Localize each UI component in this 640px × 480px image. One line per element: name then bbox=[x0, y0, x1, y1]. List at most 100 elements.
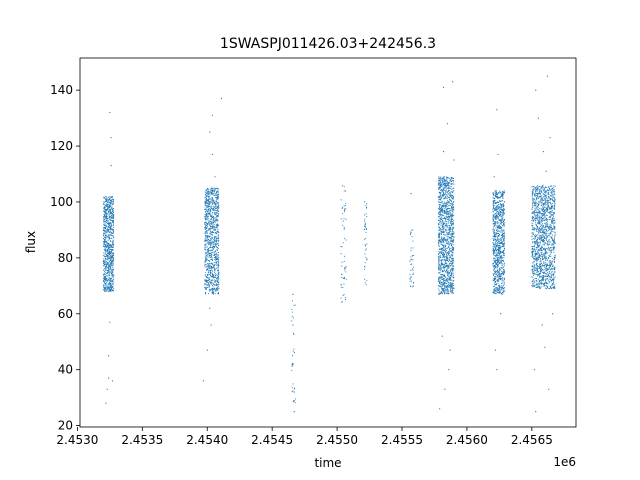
data-point bbox=[502, 190, 504, 193]
data-point bbox=[108, 264, 110, 266]
data-point bbox=[107, 234, 109, 236]
data-point bbox=[410, 256, 412, 258]
data-point bbox=[543, 212, 545, 214]
data-point bbox=[494, 289, 496, 291]
data-point bbox=[494, 240, 496, 242]
data-point-outlier bbox=[500, 313, 502, 315]
data-point-outlier bbox=[220, 97, 223, 100]
data-point bbox=[113, 290, 115, 292]
data-point bbox=[212, 263, 214, 265]
data-point bbox=[110, 255, 112, 257]
data-point bbox=[215, 262, 217, 264]
data-point bbox=[410, 280, 412, 282]
data-point bbox=[110, 264, 112, 266]
data-point bbox=[103, 197, 105, 199]
data-point bbox=[212, 201, 214, 203]
data-point bbox=[217, 292, 219, 295]
data-point bbox=[438, 244, 440, 246]
data-point bbox=[291, 315, 293, 317]
data-point bbox=[501, 292, 503, 294]
data-point bbox=[107, 266, 109, 268]
data-point bbox=[103, 282, 106, 284]
data-point bbox=[112, 275, 114, 277]
data-point bbox=[500, 193, 502, 195]
data-point bbox=[345, 208, 347, 210]
data-point bbox=[206, 196, 208, 198]
data-point bbox=[438, 204, 440, 206]
data-point bbox=[443, 237, 445, 239]
data-point bbox=[412, 266, 415, 268]
data-point bbox=[205, 225, 207, 227]
data-point bbox=[446, 232, 448, 234]
data-point bbox=[545, 283, 548, 285]
data-point bbox=[443, 242, 445, 244]
data-point bbox=[502, 204, 504, 206]
data-point bbox=[493, 208, 495, 210]
data-point bbox=[208, 252, 211, 254]
data-point bbox=[217, 196, 219, 198]
data-point bbox=[495, 221, 497, 223]
data-point bbox=[453, 247, 455, 249]
data-point bbox=[441, 244, 443, 246]
data-point bbox=[340, 276, 343, 278]
data-point bbox=[495, 213, 497, 215]
data-point bbox=[105, 224, 107, 226]
data-point bbox=[111, 244, 113, 246]
data-point bbox=[449, 220, 451, 222]
data-point bbox=[207, 202, 209, 204]
data-point bbox=[450, 205, 453, 208]
data-point bbox=[448, 264, 450, 266]
data-point bbox=[448, 205, 450, 207]
data-point bbox=[492, 202, 494, 204]
data-point bbox=[108, 265, 110, 267]
data-point bbox=[112, 215, 114, 217]
data-point bbox=[445, 228, 447, 230]
data-point bbox=[213, 191, 216, 193]
data-point bbox=[498, 270, 500, 272]
data-point bbox=[344, 268, 346, 270]
data-point bbox=[496, 208, 498, 210]
data-point bbox=[496, 205, 498, 208]
data-point bbox=[493, 285, 495, 287]
data-point bbox=[204, 262, 206, 264]
data-point bbox=[441, 279, 443, 281]
data-point bbox=[439, 259, 441, 261]
data-point bbox=[537, 275, 539, 277]
data-point bbox=[500, 278, 502, 280]
data-point bbox=[446, 255, 448, 257]
data-point bbox=[495, 190, 497, 192]
data-point bbox=[532, 192, 534, 194]
data-point bbox=[107, 267, 109, 269]
data-point bbox=[112, 200, 114, 203]
data-point bbox=[103, 242, 105, 244]
data-point bbox=[103, 267, 105, 269]
data-point bbox=[494, 218, 496, 220]
data-point bbox=[107, 287, 109, 289]
data-point bbox=[551, 195, 553, 197]
data-point bbox=[439, 279, 441, 281]
data-point bbox=[441, 289, 443, 291]
data-point bbox=[205, 263, 207, 265]
data-point bbox=[446, 259, 448, 261]
data-point bbox=[217, 220, 219, 222]
data-point bbox=[110, 269, 112, 271]
data-point bbox=[205, 205, 207, 207]
data-point bbox=[499, 225, 501, 228]
data-point bbox=[212, 222, 214, 224]
data-point bbox=[540, 268, 542, 270]
data-point bbox=[365, 238, 367, 240]
data-point bbox=[498, 271, 500, 273]
data-point bbox=[452, 284, 455, 286]
data-point bbox=[449, 225, 451, 227]
data-point bbox=[446, 191, 448, 193]
data-point bbox=[438, 254, 440, 256]
data-point bbox=[546, 233, 548, 235]
data-point bbox=[498, 276, 500, 278]
data-point bbox=[497, 209, 499, 211]
data-point bbox=[212, 234, 214, 236]
data-point bbox=[452, 236, 454, 238]
data-point bbox=[498, 261, 500, 263]
data-point bbox=[497, 264, 499, 266]
data-point bbox=[496, 207, 498, 209]
data-point bbox=[445, 248, 447, 250]
